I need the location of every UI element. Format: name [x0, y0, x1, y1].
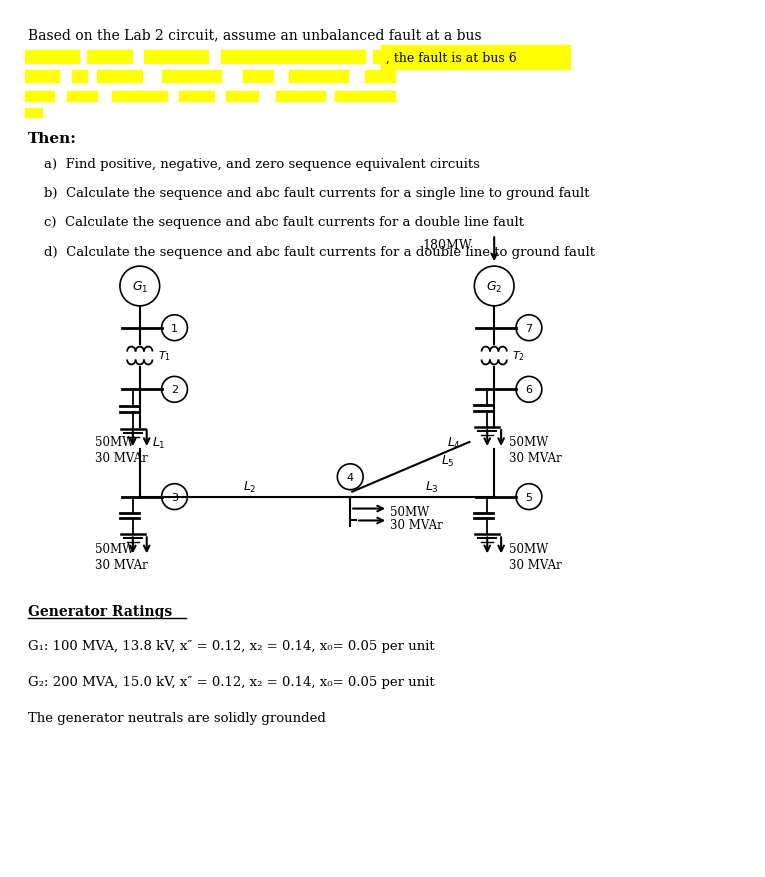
Text: $L_2$: $L_2$ [243, 479, 257, 495]
FancyBboxPatch shape [221, 52, 365, 64]
Text: c)  Calculate the sequence and abc fault currents for a double line fault: c) Calculate the sequence and abc fault … [44, 216, 525, 229]
FancyBboxPatch shape [381, 46, 570, 70]
Text: $T_2$: $T_2$ [512, 349, 525, 363]
FancyBboxPatch shape [72, 71, 87, 83]
Text: 1: 1 [171, 324, 178, 333]
Text: 30 MVAr: 30 MVAr [509, 452, 562, 465]
Text: a)  Find positive, negative, and zero sequence equivalent circuits: a) Find positive, negative, and zero seq… [44, 158, 480, 171]
FancyBboxPatch shape [112, 92, 167, 102]
Text: 30 MVAr: 30 MVAr [95, 452, 148, 465]
Text: b)  Calculate the sequence and abc fault currents for a single line to ground fa: b) Calculate the sequence and abc fault … [44, 187, 590, 200]
FancyBboxPatch shape [243, 71, 273, 83]
Text: G₁: 100 MVA, 13.8 kV, x″ = 0.12, x₂ = 0.14, x₀= 0.05 per unit: G₁: 100 MVA, 13.8 kV, x″ = 0.12, x₂ = 0.… [28, 639, 435, 652]
FancyBboxPatch shape [275, 92, 325, 102]
Text: Generator Ratings: Generator Ratings [28, 604, 172, 618]
Text: 50MW: 50MW [95, 543, 135, 556]
Text: Based on the Lab 2 circuit, assume an unbalanced fault at a bus: Based on the Lab 2 circuit, assume an un… [28, 29, 481, 43]
Text: $L_3$: $L_3$ [425, 479, 439, 495]
Text: 50MW: 50MW [390, 505, 429, 518]
FancyBboxPatch shape [87, 52, 132, 64]
FancyBboxPatch shape [373, 52, 383, 64]
Text: 30 MVAr: 30 MVAr [509, 559, 562, 572]
Text: Then:: Then: [28, 132, 76, 146]
Text: $G_1$: $G_1$ [132, 279, 148, 294]
Text: 2: 2 [171, 385, 178, 395]
FancyBboxPatch shape [226, 92, 258, 102]
Text: 6: 6 [526, 385, 532, 395]
Text: 7: 7 [526, 324, 532, 333]
Text: 50MW: 50MW [95, 436, 135, 448]
Text: $L_5$: $L_5$ [441, 453, 454, 469]
Text: 50MW: 50MW [509, 543, 549, 556]
Text: G₂: 200 MVA, 15.0 kV, x″ = 0.12, x₂ = 0.14, x₀= 0.05 per unit: G₂: 200 MVA, 15.0 kV, x″ = 0.12, x₂ = 0.… [28, 675, 435, 688]
Text: The generator neutrals are solidly grounded: The generator neutrals are solidly groun… [28, 711, 325, 724]
Text: 3: 3 [171, 492, 178, 502]
Text: d)  Calculate the sequence and abc fault currents for a double line to ground fa: d) Calculate the sequence and abc fault … [44, 246, 595, 259]
FancyBboxPatch shape [67, 92, 97, 102]
Text: $G_2$: $G_2$ [486, 279, 503, 294]
FancyBboxPatch shape [24, 71, 60, 83]
FancyBboxPatch shape [24, 92, 54, 102]
Text: 50MW: 50MW [509, 436, 549, 448]
FancyBboxPatch shape [24, 52, 80, 64]
Text: 30 MVAr: 30 MVAr [390, 519, 443, 531]
FancyBboxPatch shape [335, 92, 395, 102]
Text: 4: 4 [347, 472, 353, 482]
FancyBboxPatch shape [365, 71, 395, 83]
Text: 30 MVAr: 30 MVAr [95, 559, 148, 572]
Text: $L_4$: $L_4$ [447, 435, 461, 450]
FancyBboxPatch shape [24, 109, 43, 118]
Text: 5: 5 [526, 492, 532, 502]
Text: $L_1$: $L_1$ [151, 435, 165, 450]
Text: , the fault is at bus 6: , the fault is at bus 6 [386, 52, 516, 64]
FancyBboxPatch shape [161, 71, 221, 83]
FancyBboxPatch shape [144, 52, 208, 64]
FancyBboxPatch shape [97, 71, 142, 83]
Text: $T_1$: $T_1$ [158, 349, 171, 363]
FancyBboxPatch shape [288, 71, 348, 83]
FancyBboxPatch shape [180, 92, 214, 102]
Text: 180MW: 180MW [423, 239, 473, 252]
